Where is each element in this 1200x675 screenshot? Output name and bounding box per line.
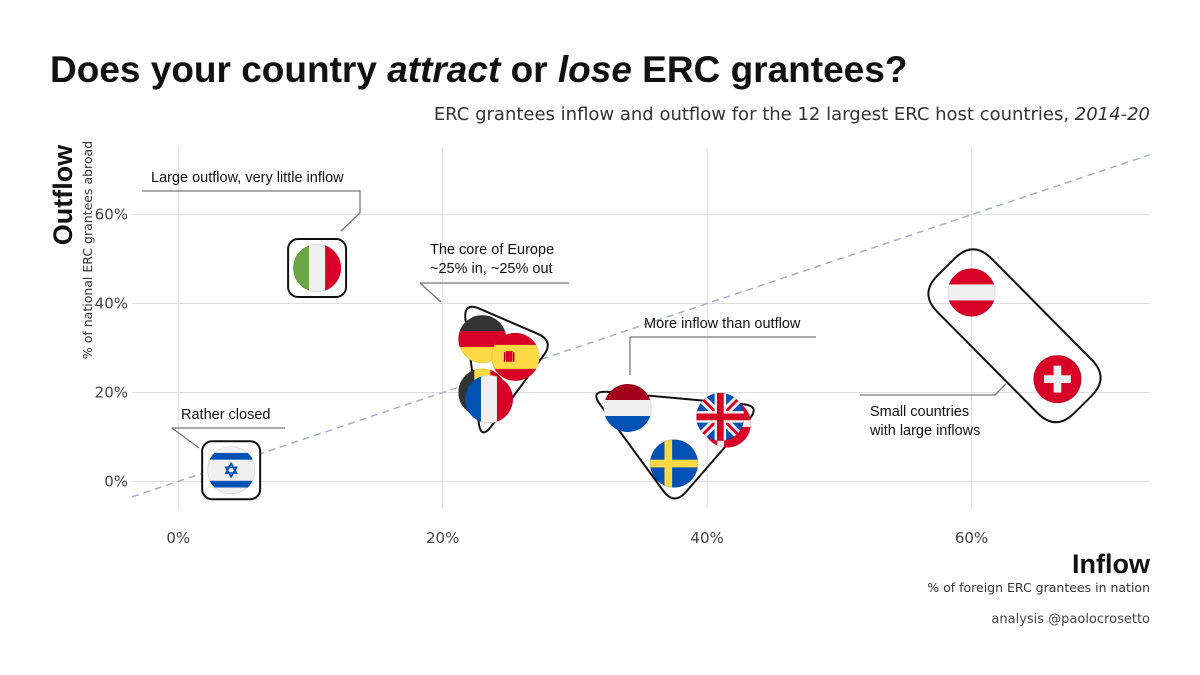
israel-flag bbox=[207, 446, 256, 495]
annotation-more: More inflow than outflow bbox=[644, 316, 801, 332]
y-axis-title-group: Outflow bbox=[48, 144, 78, 245]
uk-flag bbox=[696, 392, 745, 441]
x-tick-label: 20% bbox=[426, 529, 459, 547]
grid bbox=[132, 148, 1150, 508]
leader-closed bbox=[171, 427, 285, 449]
leader-italy bbox=[142, 190, 361, 232]
spain-flag bbox=[491, 332, 540, 381]
x-axis-label: % of foreign ERC grantees in nation bbox=[927, 580, 1150, 595]
sweden-flag bbox=[650, 439, 699, 488]
chart-title: Does your country attract or lose ERC gr… bbox=[50, 49, 907, 90]
leader-more bbox=[629, 336, 816, 375]
tick-labels: 0% 20% 40% 60% 0% 20% 40% 60% bbox=[95, 206, 989, 547]
netherlands-flag bbox=[603, 384, 652, 432]
leader-small bbox=[860, 383, 1007, 396]
italy-flag bbox=[293, 244, 342, 292]
diagonal-line bbox=[131, 153, 1151, 498]
y-tick-label: 40% bbox=[95, 295, 128, 313]
reference-line bbox=[131, 153, 1151, 498]
y-tick-label: 0% bbox=[104, 472, 128, 490]
core-group-outline bbox=[464, 305, 549, 434]
annotation-closed: Rather closed bbox=[181, 407, 270, 423]
x-tick-label: 0% bbox=[166, 529, 190, 547]
austria-flag bbox=[947, 268, 996, 317]
caption: analysis @paolocrosetto bbox=[991, 612, 1150, 627]
y-axis-title: Outflow bbox=[48, 144, 78, 245]
y-tick-label: 20% bbox=[95, 383, 128, 401]
switzerland-flag bbox=[1033, 355, 1082, 404]
annotation-small: Small countries with large inflows bbox=[869, 404, 980, 439]
france-flag bbox=[464, 375, 513, 424]
annotation-core: The core of Europe ~25% in, ~25% out bbox=[430, 242, 554, 277]
x-tick-label: 60% bbox=[955, 529, 988, 547]
data-points bbox=[201, 238, 1082, 501]
annotations: Large outflow, very little inflow The cor… bbox=[151, 170, 980, 439]
y-tick-label: 60% bbox=[95, 206, 128, 224]
x-tick-label: 40% bbox=[690, 529, 723, 547]
x-axis-title: Inflow bbox=[1072, 549, 1151, 579]
y-axis-label-group: % of national ERC grantees abroad bbox=[80, 141, 95, 359]
group-outlines bbox=[464, 248, 1102, 500]
annotation-italy: Large outflow, very little inflow bbox=[151, 170, 344, 186]
y-axis-label: % of national ERC grantees abroad bbox=[80, 141, 95, 359]
annotation-leaders bbox=[142, 190, 1007, 449]
chart-subtitle: ERC grantees inflow and outflow for the … bbox=[434, 104, 1150, 125]
small-countries-outline bbox=[927, 248, 1102, 424]
germany-flag bbox=[458, 315, 507, 364]
inflow-group-outline bbox=[595, 390, 755, 500]
leader-core bbox=[419, 282, 569, 303]
